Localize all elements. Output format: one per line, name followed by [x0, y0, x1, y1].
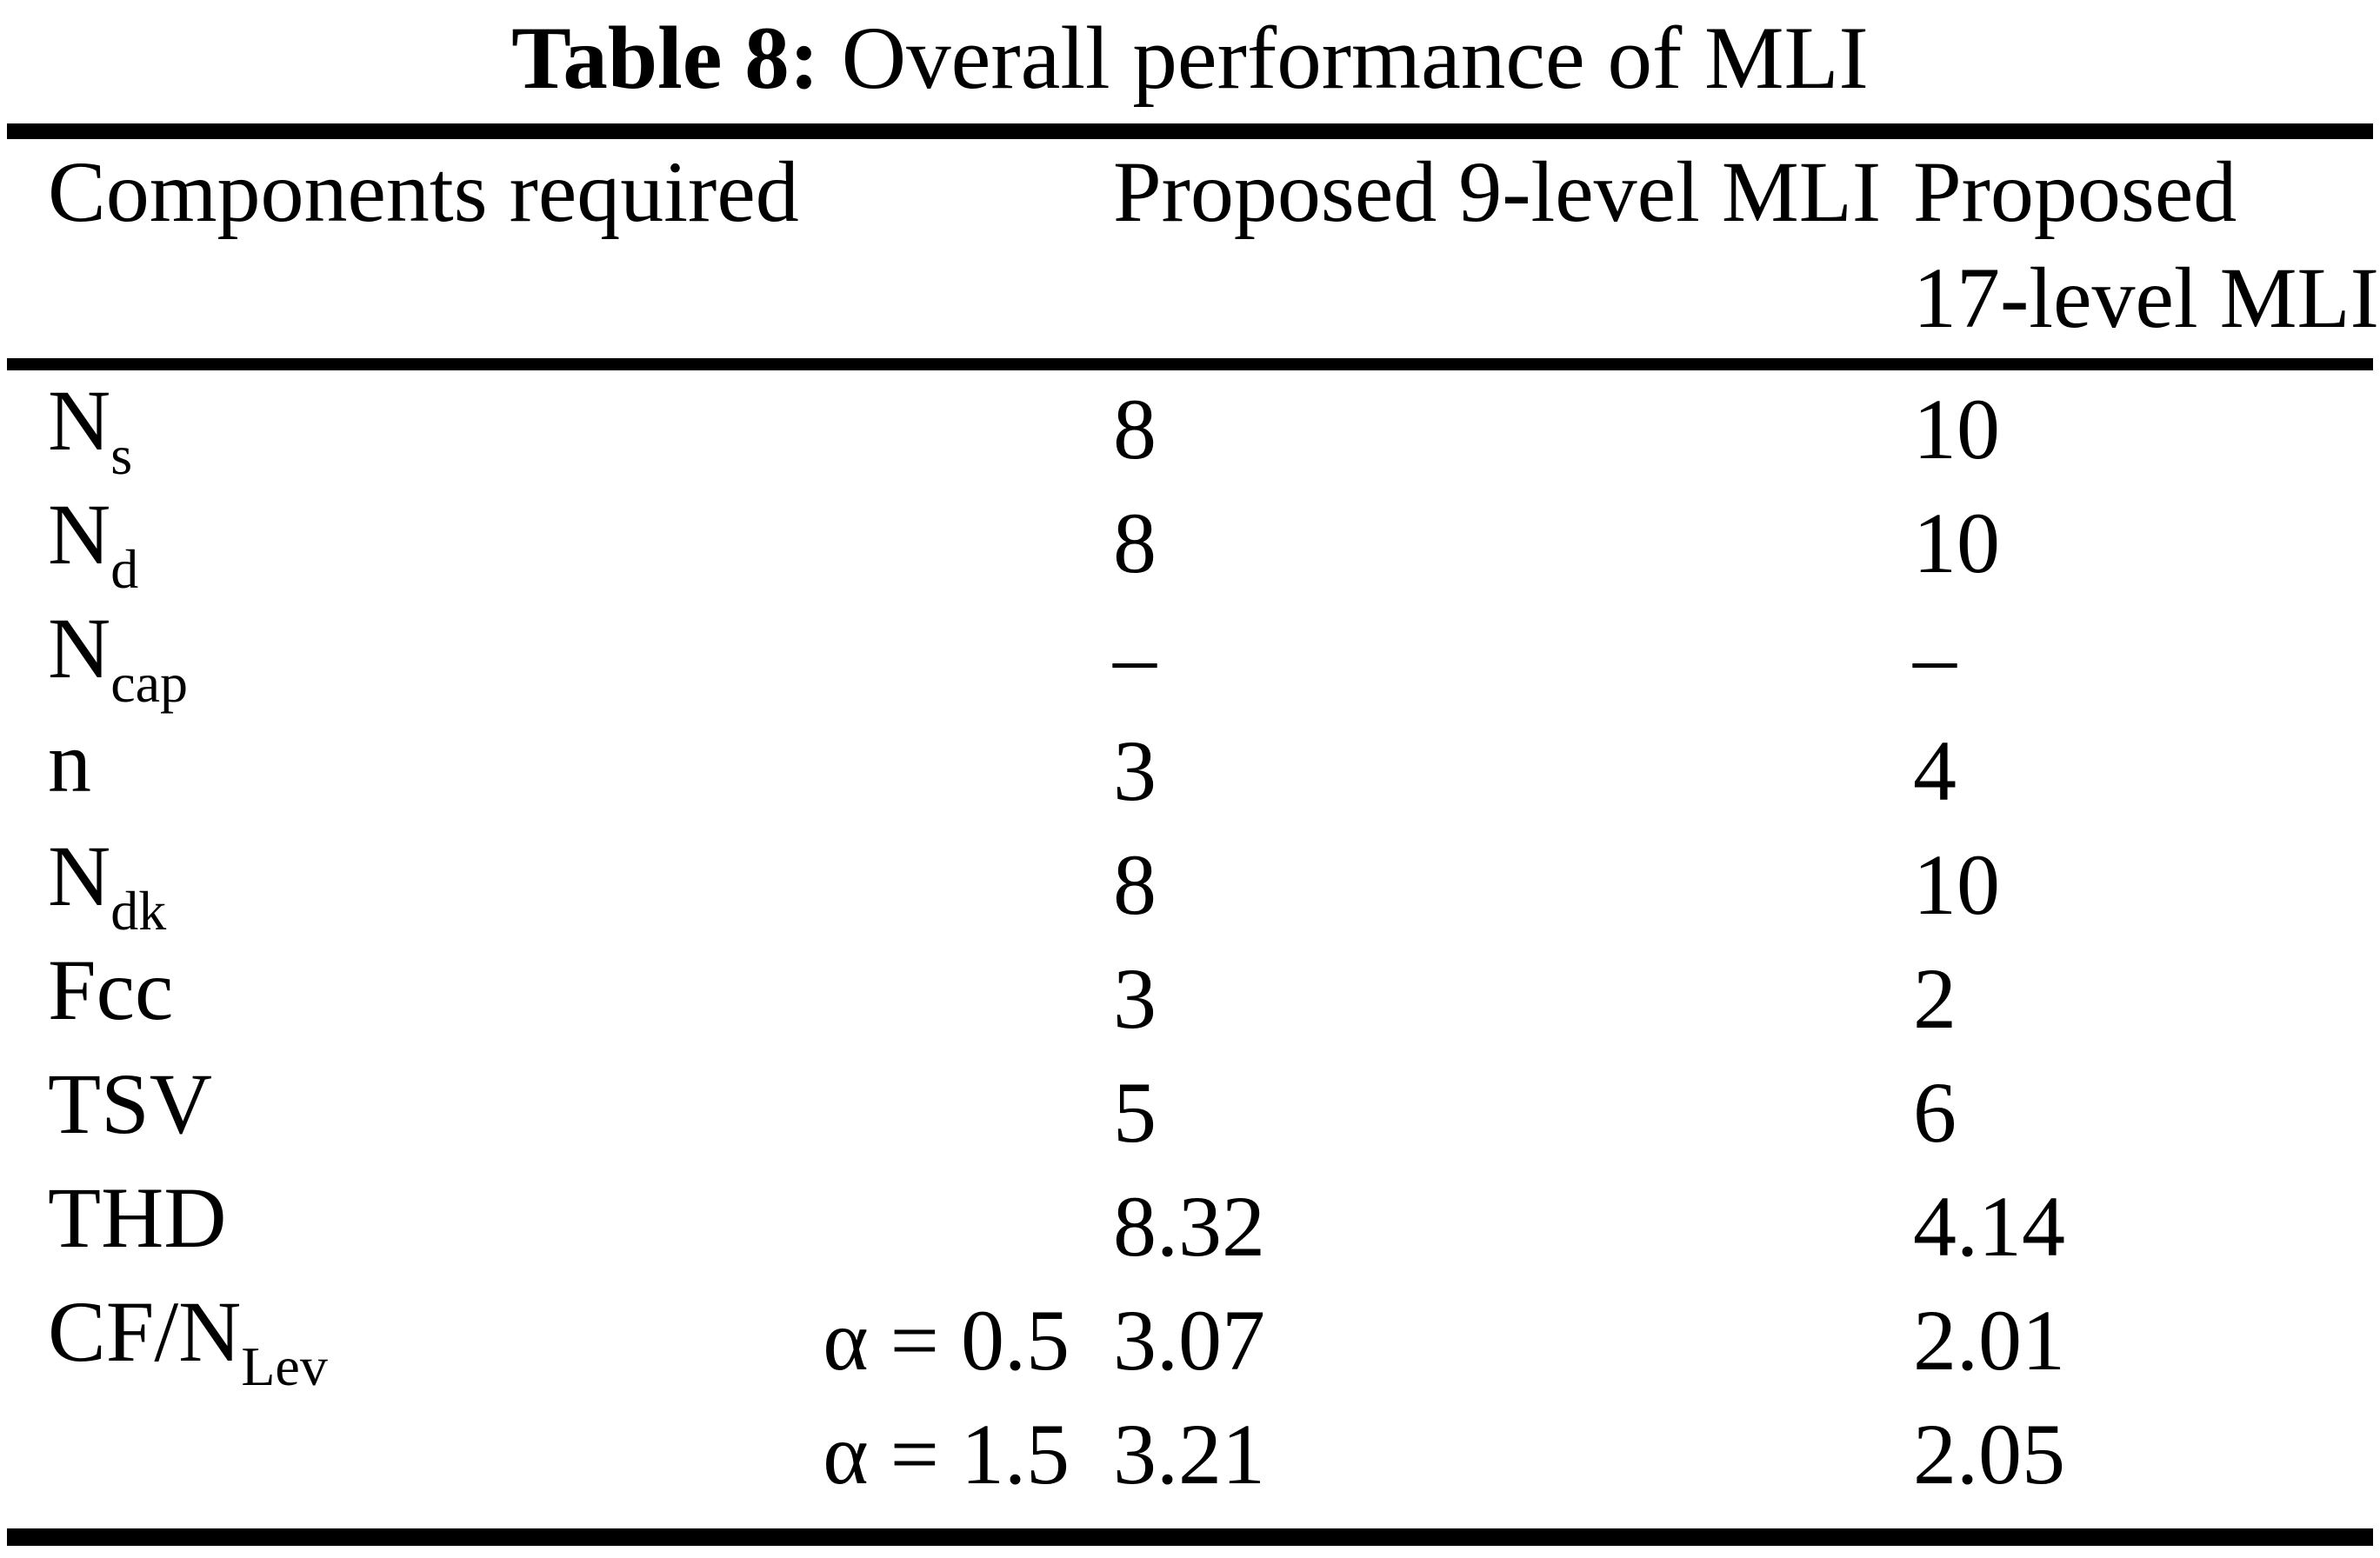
header-rule	[7, 358, 2373, 370]
top-rule	[7, 123, 2373, 139]
caption-label: Table 8:	[511, 9, 820, 108]
column-header-17level-line2: 17-level MLI	[1913, 250, 2379, 346]
row-label: Fcc	[48, 942, 174, 1038]
table-row: THD 8.32 4.14	[0, 1169, 2380, 1283]
bottom-rule	[7, 1528, 2373, 1546]
table-row: Ndk 8 10	[0, 828, 2380, 942]
value-17level: 10	[1913, 836, 2000, 933]
table-row: Nd 8 10	[0, 486, 2380, 600]
column-header-17level-line1: Proposed	[1913, 143, 2237, 240]
value-17level: 4	[1913, 722, 1957, 819]
value-17level: 2.05	[1913, 1406, 2065, 1502]
value-17level: 6	[1913, 1064, 1957, 1161]
value-9level: –	[1113, 609, 1157, 705]
table-row: Fcc 3 2	[0, 942, 2380, 1055]
table-row: α = 1.5 3.21 2.05	[0, 1397, 2380, 1511]
value-9level: 8	[1113, 836, 1157, 933]
table-row: CF/NLev α = 0.5 3.07 2.01	[0, 1283, 2380, 1397]
row-label: THD	[48, 1169, 227, 1266]
row-label-subscript: s	[110, 424, 133, 486]
value-17level: –	[1913, 609, 1957, 705]
column-header-9level: Proposed 9-level MLI	[1113, 143, 1882, 240]
column-header-components: Components required	[48, 143, 799, 240]
column-header-17level: Proposed 17-level MLI	[1878, 139, 2380, 351]
table-body: Ns 8 10 Nd 8 10 Ncap – – n 3 4 Ndk 8	[0, 372, 2380, 1511]
row-label: Ncap	[48, 600, 189, 714]
value-9level: 8	[1113, 495, 1157, 591]
value-9level: 3	[1113, 722, 1157, 819]
value-9level: 8	[1113, 381, 1157, 477]
table-row: Ncap – –	[0, 600, 2380, 714]
alpha-condition: α = 0.5	[823, 1292, 1070, 1388]
table-caption: Table 8: Overall performance of MLI	[0, 4, 2380, 113]
row-label-subscript: cap	[110, 652, 189, 714]
value-9level: 3.07	[1113, 1292, 1265, 1388]
value-9level: 8.32	[1113, 1178, 1265, 1275]
table-row: Ns 8 10	[0, 372, 2380, 486]
value-17level: 2.01	[1913, 1292, 2065, 1388]
row-label: Nd	[48, 486, 139, 600]
value-17level: 2	[1913, 950, 1957, 1047]
value-9level: 3	[1113, 950, 1157, 1047]
value-9level: 3.21	[1113, 1406, 1265, 1502]
value-17level: 4.14	[1913, 1178, 2065, 1275]
table-header-row: Components required Proposed 9-level MLI…	[0, 139, 2380, 351]
value-9level: 5	[1113, 1064, 1157, 1161]
row-label: CF/NLev	[48, 1283, 328, 1397]
value-17level: 10	[1913, 495, 2000, 591]
caption-text: Overall performance of MLI	[841, 9, 1869, 108]
row-label-subscript: d	[110, 538, 139, 600]
row-label-subscript: Lev	[241, 1335, 328, 1397]
row-label-subscript: dk	[110, 880, 167, 942]
row-label: Ns	[48, 372, 133, 486]
row-label: Ndk	[48, 828, 167, 942]
table-row: TSV 5 6	[0, 1055, 2380, 1169]
table-row: n 3 4	[0, 714, 2380, 828]
row-label: TSV	[48, 1055, 212, 1152]
alpha-condition: α = 1.5	[823, 1406, 1070, 1502]
row-label: n	[48, 714, 91, 810]
value-17level: 10	[1913, 381, 2000, 477]
